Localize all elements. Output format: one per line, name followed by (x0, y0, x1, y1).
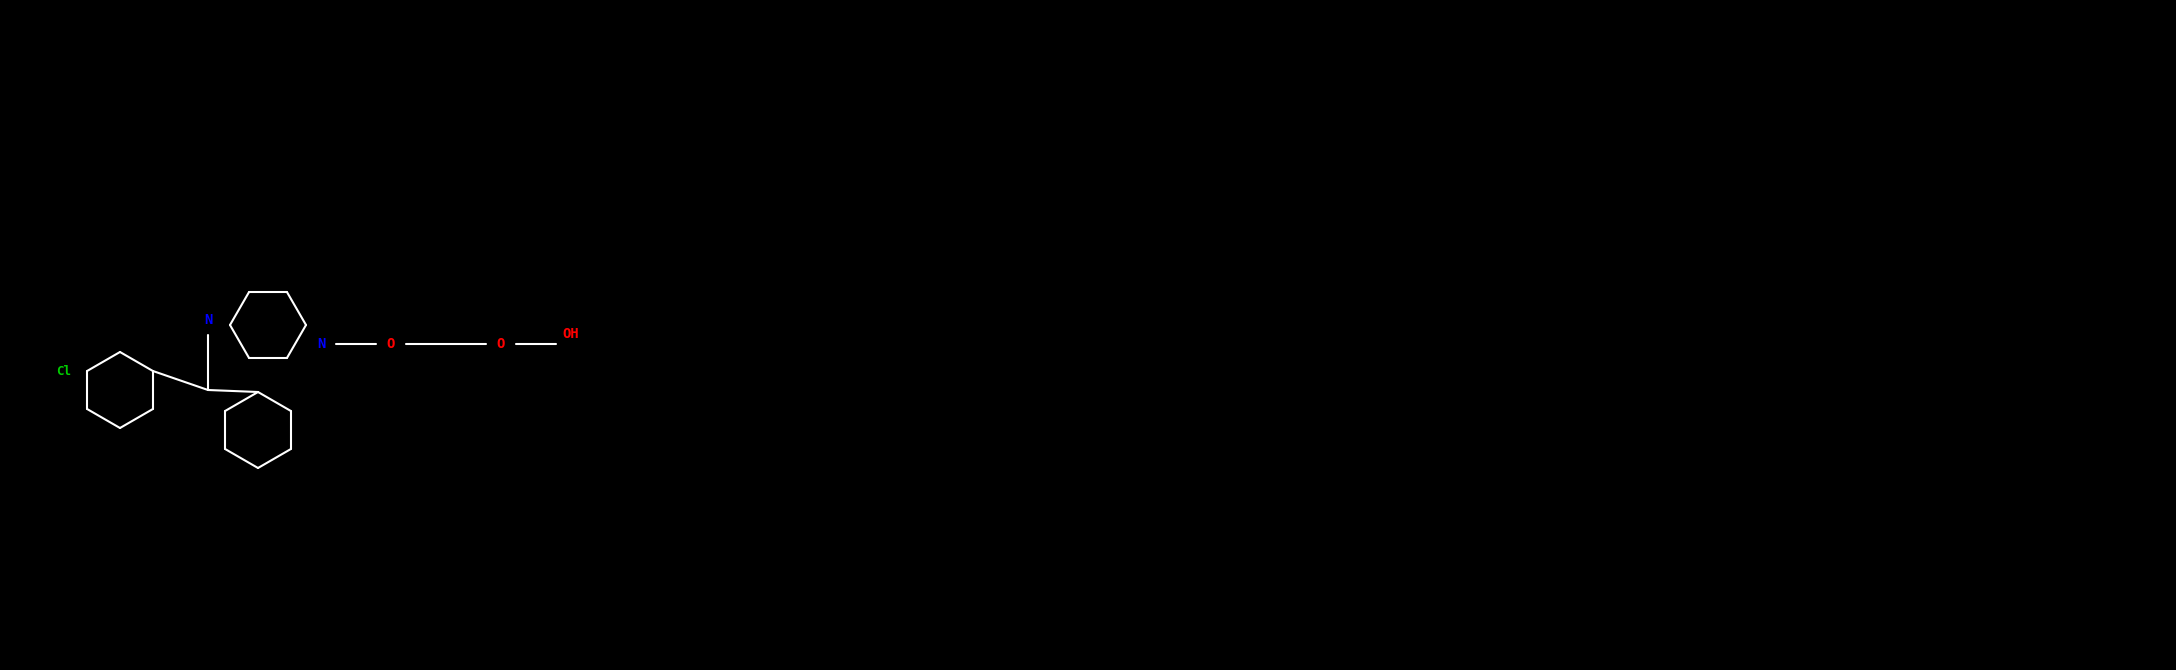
Text: O: O (387, 337, 396, 351)
Text: Cl: Cl (57, 364, 72, 377)
Text: O: O (496, 337, 505, 351)
Text: N: N (318, 337, 324, 351)
Text: OH: OH (564, 327, 579, 341)
Text: N: N (205, 313, 213, 327)
